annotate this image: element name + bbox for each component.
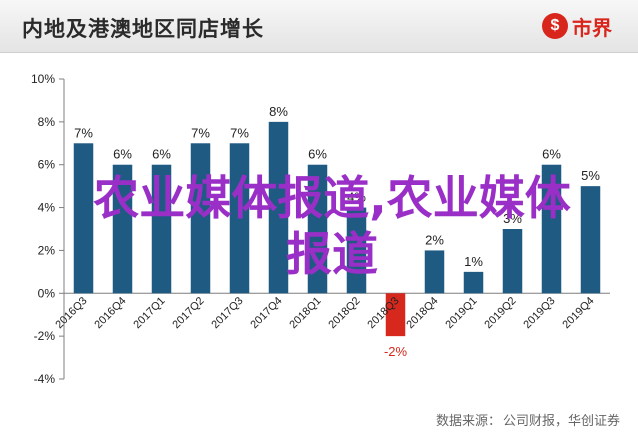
- y-tick-label: 4%: [38, 201, 56, 215]
- y-tick-label: 6%: [38, 158, 56, 172]
- bar: [112, 164, 133, 294]
- data-label: 7%: [230, 125, 249, 140]
- bar: [151, 164, 172, 294]
- brand-circle-icon: $: [542, 13, 568, 39]
- brand-logo: $ 市界: [542, 11, 612, 41]
- x-tick-label: 2018Q1: [287, 295, 323, 331]
- y-tick-label: 10%: [31, 72, 55, 86]
- y-tick-label: 2%: [38, 243, 56, 257]
- bar: [268, 121, 289, 294]
- bar: [229, 143, 250, 294]
- bar: [541, 164, 562, 294]
- chart-title: 内地及港澳地区同店增长: [22, 17, 264, 41]
- chart-header: 内地及港澳地区同店增长 $ 市界: [0, 0, 638, 53]
- data-label: 6%: [113, 147, 132, 162]
- x-tick-label: 2018Q2: [326, 295, 362, 331]
- data-source: 数据来源： 公司财报，华创证券: [434, 410, 620, 429]
- data-label: 6%: [308, 147, 327, 162]
- data-label: 2%: [425, 232, 444, 247]
- x-tick-label: 2017Q1: [131, 295, 167, 331]
- data-label: 4%: [347, 190, 366, 205]
- bar: [424, 250, 445, 294]
- x-tick-label: 2016Q3: [53, 295, 89, 331]
- x-tick-label: 2019Q3: [521, 295, 557, 331]
- data-label: 3%: [503, 211, 522, 226]
- x-tick-label: 2018Q4: [404, 295, 440, 331]
- bar: [346, 207, 367, 294]
- data-label: 7%: [74, 125, 93, 140]
- bar-chart: -4% -2% 0% 2% 4% 6% 8% 10% 7% 2016Q3 6% 2016Q4 6% 201…: [31, 72, 610, 386]
- y-tick-label: -4%: [34, 372, 56, 386]
- data-label: 1%: [464, 254, 483, 269]
- data-label: 7%: [191, 125, 210, 140]
- y-tick-label: 0%: [38, 286, 56, 300]
- bar: [463, 271, 484, 294]
- y-tick-label: 8%: [38, 115, 56, 129]
- x-tick-label: 2017Q2: [170, 295, 206, 331]
- x-tick-label: 2016Q4: [92, 295, 128, 331]
- source-label: 数据来源：: [435, 414, 501, 429]
- x-tick-label: 2019Q2: [482, 295, 518, 331]
- bar: [190, 143, 211, 294]
- x-tick-label: 2017Q3: [209, 295, 245, 331]
- x-tick-label: 2017Q4: [248, 295, 284, 331]
- bar: [73, 143, 94, 294]
- brand-name: 市界: [572, 15, 612, 40]
- data-label: 5%: [581, 168, 600, 183]
- data-label: 6%: [542, 147, 561, 162]
- x-tick-label: 2019Q1: [443, 295, 479, 331]
- data-label: 8%: [269, 104, 288, 119]
- bar: [385, 293, 406, 337]
- bar: [307, 164, 328, 294]
- bar: [502, 229, 523, 294]
- data-label: 6%: [152, 147, 171, 162]
- bar: [580, 186, 601, 294]
- source-text: 公司财报，华创证券: [502, 414, 620, 429]
- y-tick-label: -2%: [34, 329, 56, 343]
- x-tick-label: 2019Q4: [560, 295, 596, 331]
- data-label: -2%: [384, 344, 408, 359]
